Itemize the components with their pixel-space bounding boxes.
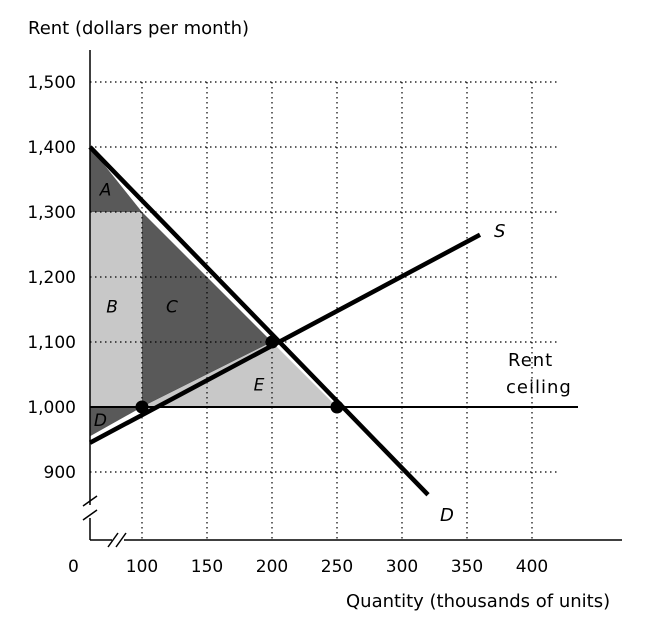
x-tick-label: 150	[191, 557, 223, 577]
y-axis-break-mark	[82, 509, 98, 521]
region-label-d: D	[94, 411, 107, 431]
y-tick-label: 1,100	[27, 333, 76, 353]
demand-label: D	[440, 505, 454, 526]
tick-labels: 900 1,000 1,100 1,200 1,300 1,400 1,500 100 150 2…	[27, 73, 548, 577]
y-tick-label: 1,500	[27, 73, 76, 93]
labels: A B C D E S D Rent ceiling	[94, 180, 572, 526]
x-tick-label: 350	[451, 557, 483, 577]
supply-curve	[88, 232, 482, 445]
equilibrium-point	[265, 335, 279, 349]
y-axis-break-mark	[82, 495, 98, 507]
axes	[82, 50, 622, 548]
x-tick-label: 300	[386, 557, 418, 577]
supply-label: S	[494, 221, 505, 242]
x-axis-break-mark	[107, 532, 119, 548]
region-label-b: B	[106, 297, 118, 317]
y-tick-label: 1,200	[27, 268, 76, 288]
shaded-regions	[90, 147, 337, 437]
equilibrium-points	[135, 335, 344, 414]
y-tick-label: 900	[44, 463, 76, 483]
ceiling-label-line1: Rent	[508, 350, 553, 371]
x-tick-label: 400	[516, 557, 548, 577]
x-axis-break-mark	[115, 532, 127, 548]
x-tick-label: 200	[256, 557, 288, 577]
grid-lines	[90, 81, 558, 540]
region-label-a: A	[99, 180, 112, 200]
region-label-c: C	[166, 297, 178, 317]
x-tick-label: 250	[321, 557, 353, 577]
equilibrium-point	[135, 400, 149, 414]
region-label-e: E	[254, 375, 265, 395]
y-tick-label: 1,300	[27, 203, 76, 223]
y-axis-title: Rent (dollars per month)	[28, 18, 249, 39]
origin-label: 0	[68, 557, 79, 577]
ceiling-label-line2: ceiling	[506, 377, 572, 398]
region-d	[90, 407, 142, 437]
x-tick-label: 100	[126, 557, 158, 577]
x-axis-title: Quantity (thousands of units)	[346, 591, 610, 612]
equilibrium-point	[330, 400, 344, 414]
y-tick-label: 1,400	[27, 138, 76, 158]
y-tick-label: 1,000	[27, 398, 76, 418]
region-b	[90, 212, 142, 407]
demand-curve	[88, 145, 430, 497]
